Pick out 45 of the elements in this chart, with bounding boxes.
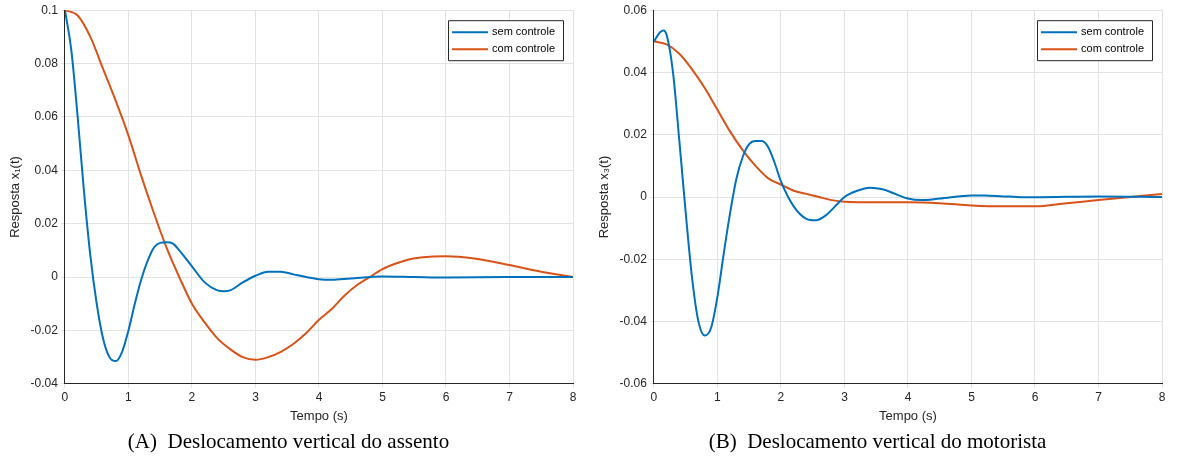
y-tick-label: -0.04 <box>30 376 59 391</box>
x-tick-label: 5 <box>968 390 976 405</box>
x-tick-label: 7 <box>1095 390 1103 405</box>
x-tick-label: 4 <box>904 390 912 405</box>
line-series <box>653 40 1162 208</box>
y-axis-title: Resposta x₃(t) <box>596 155 612 239</box>
x-tick-label: 1 <box>714 390 722 405</box>
x-tick-label: 5 <box>379 390 387 405</box>
legend-label: sem controle <box>1081 25 1145 38</box>
legend-label: com controle <box>1081 42 1145 55</box>
y-tick-label: 0.04 <box>34 162 59 177</box>
x-tick-label: 0 <box>61 390 69 405</box>
x-tick-label: 8 <box>569 390 577 405</box>
text: (A) Deslocamento vertical do assento <box>127 428 450 453</box>
y-tick-label: 0.06 <box>623 2 648 17</box>
x-tick-label: 3 <box>841 390 849 405</box>
x-tick-label: 4 <box>315 390 323 405</box>
y-tick-label: 0.1 <box>41 2 59 17</box>
y-tick-label: -0.04 <box>619 313 648 328</box>
x-tick-label: 1 <box>125 390 133 405</box>
y-tick-label: 0.02 <box>34 216 59 230</box>
y-tick-label: 0 <box>51 269 59 284</box>
y-tick-label: -0.06 <box>619 376 648 391</box>
y-tick-label: -0.02 <box>619 251 648 266</box>
x-tick-label: 2 <box>188 390 196 405</box>
line-series <box>653 29 1162 337</box>
x-tick-label: 2 <box>777 390 785 405</box>
x-tick-label: 6 <box>442 390 450 405</box>
x-axis-title: Tempo (s) <box>879 407 937 423</box>
text: (B) Deslocamento vertical do motorista <box>708 428 1047 453</box>
x-axis-title: Tempo (s) <box>290 407 348 423</box>
y-tick-label: 0.02 <box>623 127 648 142</box>
x-tick-label: 3 <box>252 390 260 405</box>
legend-label: sem controle <box>492 25 556 38</box>
y-axis-title: Resposta x₁(t) <box>7 156 23 238</box>
x-tick-label: 8 <box>1158 390 1166 405</box>
x-tick-label: 7 <box>506 390 514 405</box>
y-tick-label: 0.06 <box>34 109 59 124</box>
x-tick-label: 0 <box>650 390 658 405</box>
legend-label: com controle <box>492 42 556 55</box>
y-tick-label: 0.04 <box>623 64 648 79</box>
y-tick-label: 0 <box>640 189 648 204</box>
y-tick-label: -0.02 <box>30 322 59 337</box>
y-tick-label: 0.08 <box>34 55 59 70</box>
x-tick-label: 6 <box>1031 390 1039 405</box>
